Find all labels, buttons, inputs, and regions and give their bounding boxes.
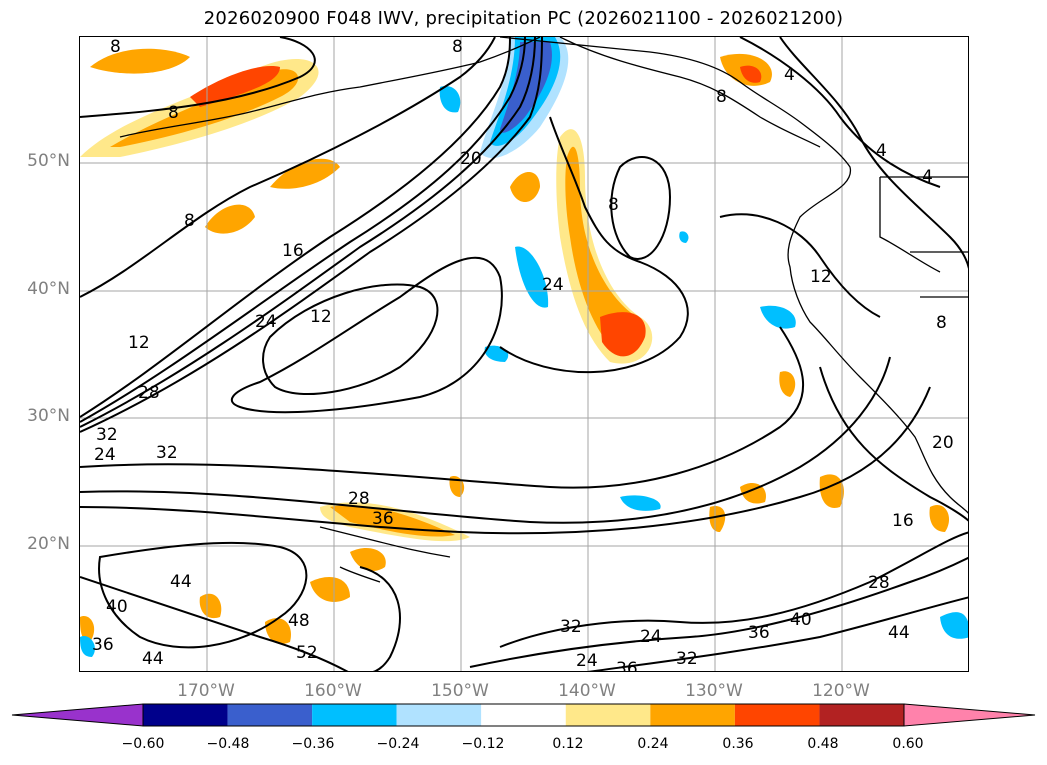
colorbar-tick: −0.60 [121,736,165,752]
colorbar-segment [650,704,735,726]
map-title: 2026020900 F048 IWV, precipitation PC (2… [203,8,844,29]
contour-label: 24 [640,627,662,647]
contour-label: 28 [138,383,160,403]
contour-label: 20 [932,433,954,453]
contour-label: 32 [560,617,582,637]
colorbar-extend-low [11,703,144,727]
colorbar-tick: 0.60 [892,736,924,752]
contour-label: 4 [784,65,795,85]
lat-label-30n: 30°N [27,406,70,426]
contour-label: 4 [876,141,887,161]
colorbar-tick: 0.36 [722,736,754,752]
contour-label: 8 [184,211,195,231]
contour-label: 32 [96,425,118,445]
colorbar-segment [565,704,651,726]
contour-label: 8 [936,313,947,333]
colorbar-segment [396,704,482,726]
colorbar-segment [227,704,313,726]
contour-label: 12 [310,307,332,327]
map-plot-area: 8 8 8 20 16 24 12 12 24 8 28 32 24 32 28… [79,36,969,672]
map-canvas [80,37,968,671]
contour-label: 36 [372,509,394,529]
coastline [119,37,968,583]
contour-label: 8 [608,195,619,215]
colorbar-segment [143,704,228,726]
lon-label-140w: 140°W [558,681,616,701]
graticule-grid [80,37,968,671]
contour-label: 36 [92,635,114,655]
contour-label: 20 [460,149,482,169]
colorbar-tick: 0.24 [637,736,669,752]
contour-label: 4 [922,167,933,187]
contour-label: 32 [156,443,178,463]
precip-positive-shading [80,48,950,645]
colorbar-frame [142,703,905,727]
contour-label: 24 [255,312,277,332]
contour-label: 44 [170,572,192,592]
colorbar-tick: −0.24 [376,736,420,752]
contour-label: 36 [748,623,770,643]
contour-label: 8 [168,103,179,123]
lat-label-40n: 40°N [27,279,70,299]
colorbar-tick: −0.12 [461,736,505,752]
contour-label: 28 [348,489,370,509]
contour-label: 16 [282,241,304,261]
contour-label: 44 [142,649,164,669]
colorbar-tick: 0.48 [807,736,839,752]
iwv-contours [80,37,968,671]
colorbar-tick: −0.36 [291,736,335,752]
colorbar-extend-high [903,703,1036,727]
colorbar-segments [11,703,1036,727]
contour-label: 24 [576,651,598,671]
lon-label-120w: 120°W [812,681,870,701]
lon-label-170w: 170°W [177,681,235,701]
colorbar [11,703,1036,727]
contour-label: 8 [110,37,121,57]
contour-label: 16 [892,511,914,531]
contour-label: 8 [716,87,727,107]
lon-label-150w: 150°W [431,681,489,701]
contour-label: 44 [888,623,910,643]
contour-label: 48 [288,611,310,631]
colorbar-segment [312,704,397,726]
colorbar-segment [481,704,566,726]
lat-label-20n: 20°N [27,534,70,554]
colorbar-segment [734,704,820,726]
contour-label: 40 [106,597,128,617]
lon-label-160w: 160°W [304,681,362,701]
colorbar-segment [819,704,904,726]
colorbar-tick: −0.48 [206,736,250,752]
contour-label: 12 [128,333,150,353]
lon-label-130w: 130°W [685,681,743,701]
colorbar-tick: 0.12 [552,736,584,752]
contour-label: 24 [542,275,564,295]
contour-label: 12 [810,267,832,287]
contour-label: 8 [452,37,463,57]
contour-label: 32 [676,649,698,669]
contour-label: 40 [790,610,812,630]
lat-label-50n: 50°N [27,151,70,171]
contour-label: 24 [94,445,116,465]
precip-negative-shading [80,37,968,657]
contour-label: 36 [616,659,638,672]
contour-label: 52 [296,643,318,663]
contour-label: 28 [868,573,890,593]
